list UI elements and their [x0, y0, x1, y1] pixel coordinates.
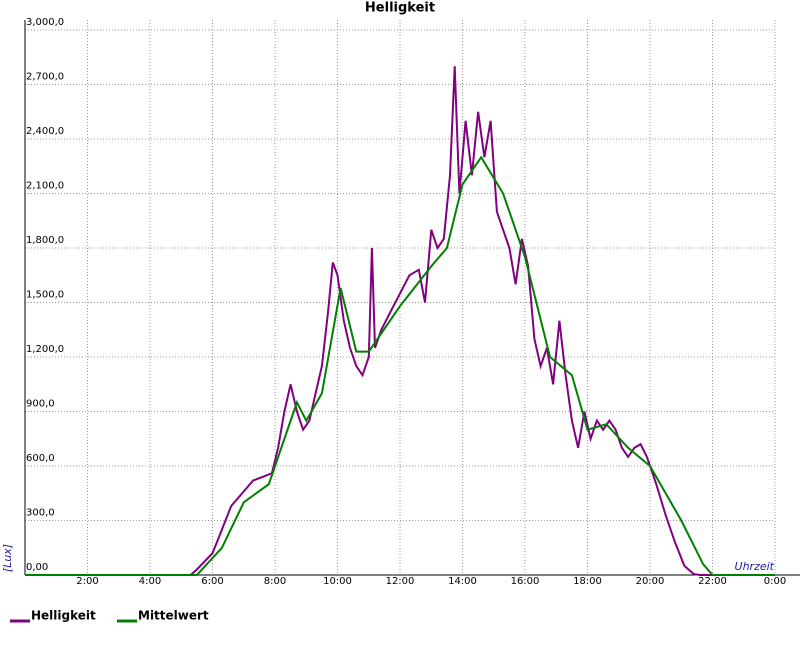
legend-label: Helligkeit: [31, 609, 96, 623]
chart-title: Helligkeit: [365, 1, 435, 16]
x-tick-label: 2:00: [76, 576, 98, 587]
y-tick-label: 2,400,0: [26, 126, 64, 137]
y-tick-label: 1,500,0: [26, 290, 64, 301]
x-tick-label: 22:00: [698, 576, 727, 587]
x-tick-label: 14:00: [448, 576, 477, 587]
y-tick-label: 0,00: [26, 562, 48, 573]
y-tick-label: 600,0: [26, 453, 55, 464]
y-tick-label: 900,0: [26, 399, 55, 410]
y-tick-label: 2,100,0: [26, 181, 64, 192]
x-tick-label: 6:00: [201, 576, 223, 587]
y-tick-label: 1,800,0: [26, 235, 64, 246]
x-tick-label: 8:00: [264, 576, 286, 587]
x-axis-label: Uhrzeit: [735, 560, 775, 573]
x-tick-label: 16:00: [511, 576, 540, 587]
y-axis-label: [Lux]: [1, 544, 14, 572]
x-tick-label: 20:00: [636, 576, 665, 587]
legend-label: Mittelwert: [138, 609, 209, 623]
y-tick-label: 1,200,0: [26, 344, 64, 355]
y-tick-label: 2,700,0: [26, 72, 64, 83]
data-line: [25, 155, 775, 576]
x-tick-label: 18:00: [573, 576, 602, 587]
data-line: [25, 66, 775, 576]
x-tick-label: 0:00: [764, 576, 786, 587]
x-tick-label: 10:00: [323, 576, 352, 587]
y-tick-label: 300,0: [26, 508, 55, 519]
x-tick-label: 4:00: [139, 576, 161, 587]
x-tick-label: 12:00: [386, 576, 415, 587]
y-tick-label: 3,000,0: [26, 17, 64, 28]
